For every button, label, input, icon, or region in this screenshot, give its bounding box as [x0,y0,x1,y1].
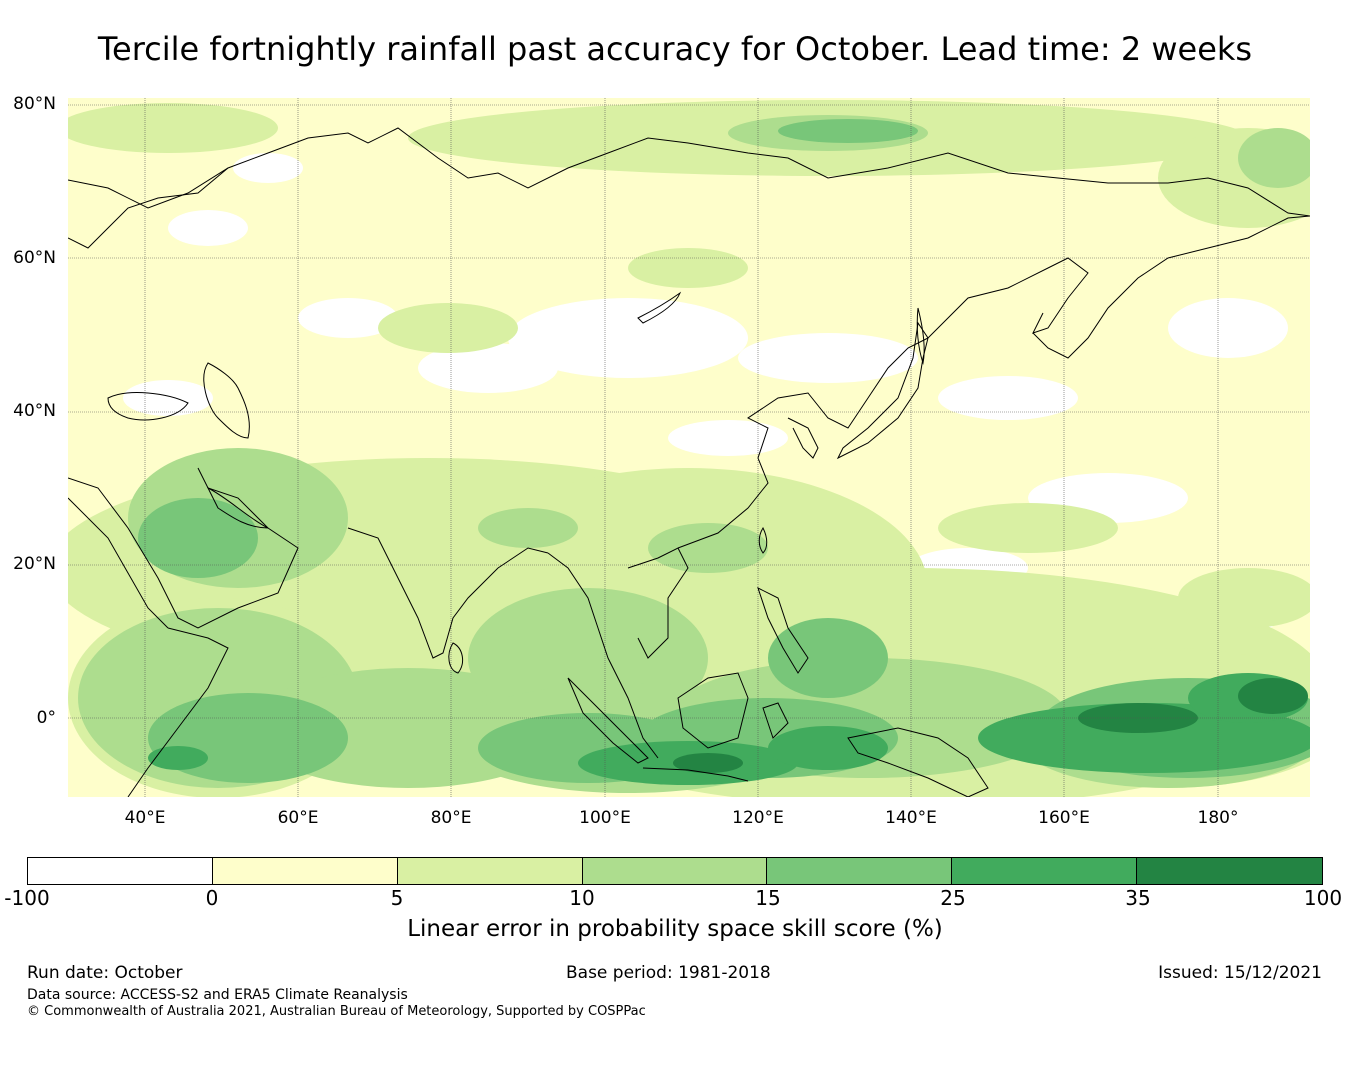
colorbar-tick: 25 [940,886,966,910]
lon-label-160e: 160°E [1038,808,1090,828]
skill-score-map [68,98,1310,797]
colorbar-tick: 0 [205,886,219,910]
skill-band-25-35 [148,673,1310,785]
colorbar-segment [767,858,953,884]
colorbar-segment [952,858,1138,884]
copyright: © Commonwealth of Australia 2021, Austra… [27,1004,646,1019]
lon-label-80e: 80°E [430,808,472,828]
lon-label-40e: 40°E [124,808,166,828]
colorbar-tick: 5 [390,886,404,910]
colorbar [27,857,1323,885]
colorbar-segment [212,858,398,884]
colorbar-tick: -100 [4,886,50,910]
coastlines [68,127,1310,797]
data-source: Data source: ACCESS-S2 and ERA5 Climate … [27,987,408,1003]
colorbar-tick: 15 [755,886,781,910]
lat-label-20n: 20°N [13,554,56,574]
colorbar-segment [397,858,583,884]
lon-label-180: 180° [1197,808,1239,828]
lat-label-80n: 80°N [13,94,56,114]
lon-label-100e: 100°E [579,808,631,828]
skill-field [68,98,1310,797]
run-date: Run date: October [27,963,183,983]
lat-label-60n: 60°N [13,248,56,268]
map-title: Tercile fortnightly rainfall past accura… [97,30,1253,68]
lon-label-140e: 140°E [885,808,937,828]
lat-label-0: 0° [36,708,56,728]
colorbar-tick: 100 [1303,886,1343,910]
colorbar-tick: 35 [1125,886,1151,910]
colorbar-segment [28,858,213,884]
colorbar-segment [1137,858,1322,884]
graticule [68,98,1310,797]
base-period: Base period: 1981-2018 [566,963,771,983]
colorbar-tick: 10 [569,886,595,910]
lat-label-40n: 40°N [13,401,56,421]
lon-label-120e: 120°E [732,808,784,828]
colorbar-label: Linear error in probability space skill … [407,916,943,942]
colorbar-segment [582,858,768,884]
issued-date: Issued: 15/12/2021 [1158,963,1322,983]
lon-label-60e: 60°E [277,808,319,828]
